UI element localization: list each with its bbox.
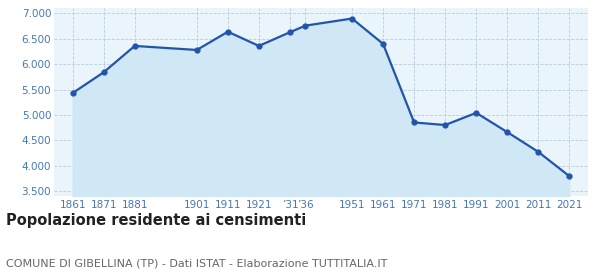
Text: Popolazione residente ai censimenti: Popolazione residente ai censimenti bbox=[6, 213, 306, 228]
Text: COMUNE DI GIBELLINA (TP) - Dati ISTAT - Elaborazione TUTTITALIA.IT: COMUNE DI GIBELLINA (TP) - Dati ISTAT - … bbox=[6, 259, 388, 269]
